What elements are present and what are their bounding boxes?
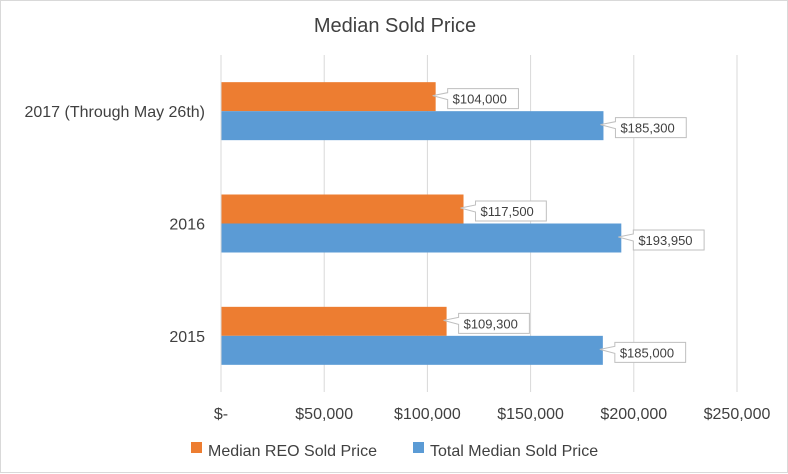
- axes: $- $50,000 $100,000 $150,000 $200,000 $250,00…: [24, 55, 770, 423]
- data-label: $117,500: [481, 204, 534, 219]
- bar-reo-0: [221, 82, 436, 112]
- data-labels: $104,000 $185,300 $117,500 $193,950 $109,300…: [432, 88, 705, 363]
- category-label: 2017 (Through May 26th): [24, 104, 205, 121]
- legend: Median REO Sold Price Total Median Sold P…: [191, 442, 598, 460]
- bar-reo-1: [221, 194, 464, 224]
- data-label-callout: [600, 117, 687, 139]
- data-label-callout: [432, 88, 519, 110]
- x-tick-label: $150,000: [497, 406, 564, 423]
- legend-label: Total Median Sold Price: [430, 443, 598, 460]
- bar-total-0: [221, 111, 604, 141]
- category-label: 2015: [169, 329, 205, 346]
- data-label: $109,300: [464, 316, 518, 331]
- bar-reo-2: [221, 306, 447, 336]
- x-tick-label: $250,000: [704, 406, 771, 423]
- data-label-callout: [618, 229, 705, 251]
- data-label-callout: [599, 341, 687, 363]
- legend-label: Median REO Sold Price: [208, 443, 377, 460]
- data-label-callout: [443, 312, 530, 334]
- data-label: $185,300: [620, 121, 674, 136]
- x-tick-label: $-: [214, 406, 228, 423]
- bars: [221, 82, 622, 365]
- x-tick-label: $100,000: [394, 406, 461, 423]
- data-label-callout: [460, 200, 547, 222]
- x-tick-label: $200,000: [600, 406, 667, 423]
- data-label: $193,950: [638, 233, 692, 248]
- data-label: $104,000: [453, 92, 507, 107]
- category-label: 2016: [169, 217, 205, 234]
- bar-total-2: [221, 335, 603, 365]
- x-tick-label: $50,000: [295, 406, 353, 423]
- legend-swatch: [191, 442, 202, 453]
- legend-swatch: [413, 442, 424, 453]
- chart-title: Median Sold Price: [314, 15, 476, 37]
- data-label: $185,000: [620, 345, 674, 360]
- bar-total-1: [221, 223, 622, 253]
